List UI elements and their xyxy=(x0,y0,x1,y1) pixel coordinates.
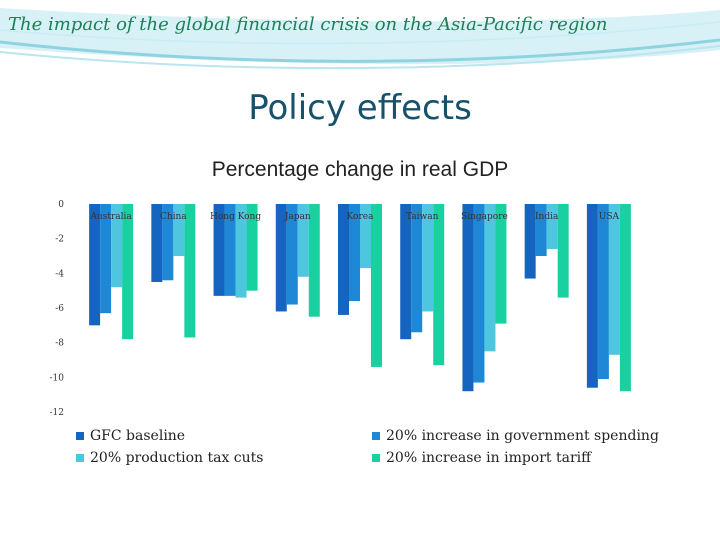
bar xyxy=(173,204,185,256)
bar xyxy=(597,204,609,380)
bar xyxy=(524,204,536,279)
legend-label: 20% increase in import tariff xyxy=(386,450,592,466)
bar xyxy=(400,204,412,340)
category-label: China xyxy=(160,212,187,222)
bar xyxy=(184,204,196,338)
category-label: Korea xyxy=(347,212,375,222)
bar xyxy=(100,204,112,314)
bar xyxy=(89,204,101,326)
bar xyxy=(371,204,382,367)
bar xyxy=(111,204,123,288)
bar xyxy=(360,204,371,269)
bar xyxy=(151,204,163,282)
y-tick-label: 0 xyxy=(58,200,64,210)
y-axis: 0 -2 -4 -6 -8 -10 -12 xyxy=(50,200,65,418)
bar xyxy=(308,204,320,317)
bar xyxy=(619,204,631,392)
category-label: USA xyxy=(599,212,620,222)
y-tick-label: -8 xyxy=(55,339,64,349)
category-label: Taiwan xyxy=(406,212,439,222)
category-label: Singapore xyxy=(461,212,508,222)
legend-item: 20% increase in government spending xyxy=(372,428,659,444)
bar xyxy=(275,204,287,312)
y-tick-label: -10 xyxy=(50,373,65,383)
bar xyxy=(213,204,225,296)
slide-title: Policy effects xyxy=(248,88,472,128)
category-label: Hong Kong xyxy=(210,212,261,222)
y-tick-label: -12 xyxy=(50,408,65,418)
legend-label: GFC baseline xyxy=(90,428,186,444)
bar xyxy=(422,204,434,312)
slide-header-title: The impact of the global financial crisi… xyxy=(8,14,608,35)
bar xyxy=(122,204,134,340)
bar xyxy=(433,204,445,366)
bar xyxy=(286,204,298,305)
bar xyxy=(586,204,598,388)
legend-swatch xyxy=(372,454,380,462)
bar xyxy=(411,204,423,333)
bar xyxy=(462,204,474,392)
bar xyxy=(546,204,558,250)
chart-title: Percentage change in real GDP xyxy=(211,158,509,181)
y-tick-label: -4 xyxy=(55,269,64,279)
bar xyxy=(162,204,174,281)
legend-label: 20% production tax cuts xyxy=(90,450,264,466)
bar xyxy=(297,204,309,277)
category-labels: Australia China Hong Kong Japan Korea Taiwan S… xyxy=(89,212,619,222)
category-label: India xyxy=(535,212,559,222)
bar xyxy=(557,204,569,298)
y-tick-label: -6 xyxy=(55,304,64,314)
legend-swatch xyxy=(76,454,84,462)
bar xyxy=(235,204,247,298)
header-decorative-band xyxy=(0,8,720,70)
bar xyxy=(495,204,507,324)
bar xyxy=(338,204,349,315)
legend-swatch xyxy=(76,432,84,440)
bar xyxy=(224,204,236,296)
legend-item: GFC baseline xyxy=(76,428,185,444)
category-label: Australia xyxy=(89,212,132,222)
bar xyxy=(484,204,496,352)
bar xyxy=(246,204,258,291)
legend-swatch xyxy=(372,432,380,440)
bar xyxy=(535,204,547,256)
category-label: Japan xyxy=(284,212,311,222)
legend-item: 20% production tax cuts xyxy=(76,450,263,466)
bar-series xyxy=(89,204,631,392)
bar xyxy=(473,204,485,383)
bar xyxy=(608,204,620,355)
bar xyxy=(349,204,360,302)
legend-label: 20% increase in government spending xyxy=(386,428,659,444)
legend-item: 20% increase in import tariff xyxy=(372,450,591,466)
y-tick-label: -2 xyxy=(55,235,64,245)
